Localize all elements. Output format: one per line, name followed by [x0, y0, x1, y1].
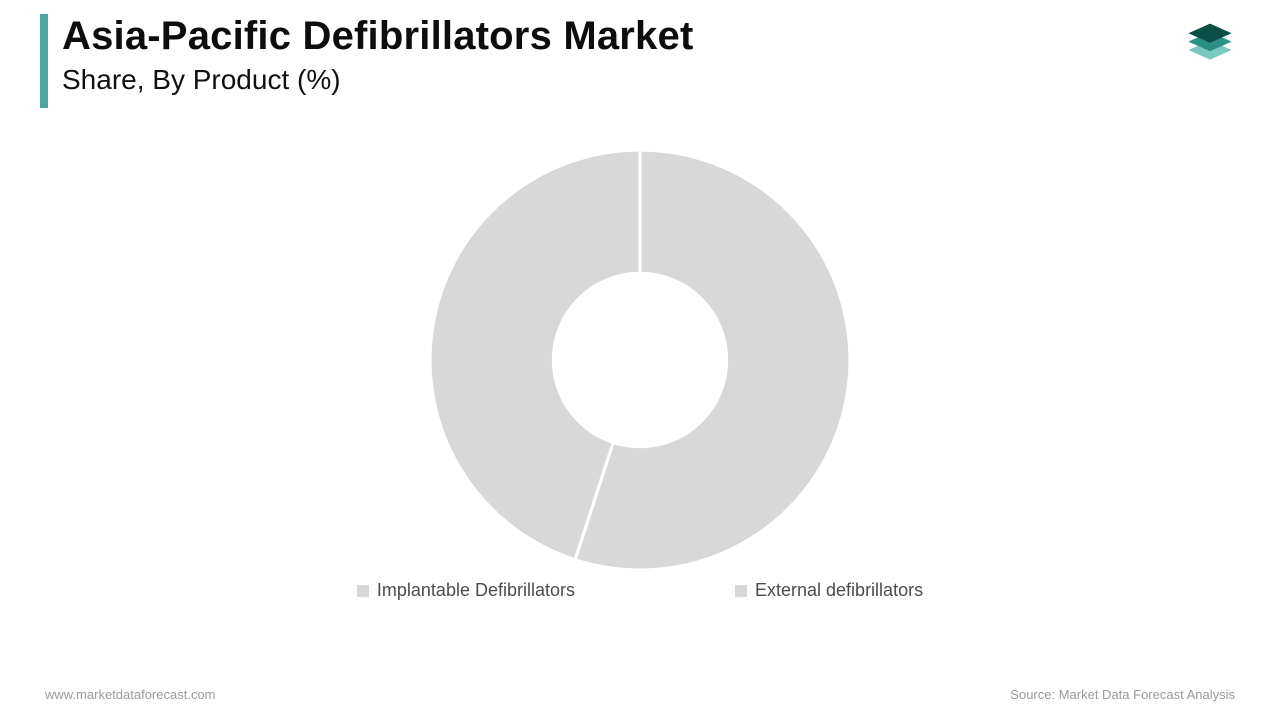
layers-icon	[1180, 20, 1240, 80]
header: Asia-Pacific Defibrillators Market Share…	[40, 14, 693, 108]
brand-logo	[1180, 20, 1240, 80]
legend-swatch	[735, 585, 747, 597]
legend-swatch	[357, 585, 369, 597]
accent-bar	[40, 14, 48, 108]
legend-item: External defibrillators	[735, 580, 923, 601]
donut-chart	[430, 150, 850, 570]
chart-area: Implantable Defibrillators External defib…	[0, 150, 1280, 610]
page-title: Asia-Pacific Defibrillators Market	[62, 14, 693, 58]
page-subtitle: Share, By Product (%)	[62, 64, 693, 96]
page: Asia-Pacific Defibrillators Market Share…	[0, 0, 1280, 720]
footer-website: www.marketdataforecast.com	[45, 687, 216, 702]
titles: Asia-Pacific Defibrillators Market Share…	[62, 14, 693, 108]
legend-label: Implantable Defibrillators	[377, 580, 575, 601]
legend-item: Implantable Defibrillators	[357, 580, 575, 601]
legend-label: External defibrillators	[755, 580, 923, 601]
footer: www.marketdataforecast.com Source: Marke…	[0, 687, 1280, 702]
legend: Implantable Defibrillators External defib…	[357, 580, 923, 601]
footer-source: Source: Market Data Forecast Analysis	[1010, 687, 1235, 702]
